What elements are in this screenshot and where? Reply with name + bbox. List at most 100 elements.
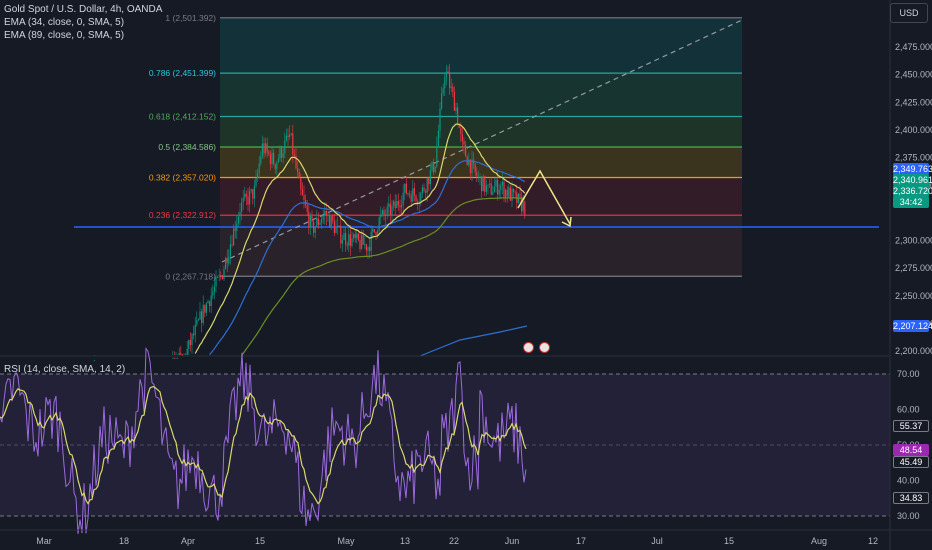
candle-body (402, 192, 404, 206)
price-candles (93, 63, 526, 362)
candle-body (242, 198, 244, 203)
fib-zone (220, 215, 742, 277)
candle-body (431, 161, 433, 171)
flag-event-icon[interactable] (539, 342, 550, 353)
candle-body (274, 164, 276, 169)
fib-level-label: 0.5 (2,384.586) (158, 142, 216, 152)
candle-body (321, 219, 323, 223)
candle-body (324, 210, 326, 216)
rsi-tick-label: 30.00 (897, 511, 920, 521)
candle-body (396, 200, 398, 209)
candle-body (316, 218, 318, 227)
candle-body (333, 221, 335, 234)
rsi-ma-line (0, 385, 527, 505)
fib-level-label: 0.618 (2,412.152) (149, 112, 216, 122)
fib-level-label: 0.786 (2,451.399) (149, 68, 216, 78)
candle-body (234, 228, 236, 231)
candle-body (322, 215, 324, 220)
candle-body (249, 191, 251, 205)
projection-path[interactable] (517, 169, 571, 225)
candle-body (226, 257, 228, 264)
candle-body (173, 357, 175, 359)
candle-body (236, 223, 238, 231)
candle-body (383, 210, 385, 215)
candle-body (220, 275, 222, 276)
time-tick-label: 18 (119, 536, 129, 546)
candle-body (341, 240, 343, 244)
ema-89-legend[interactable]: EMA (89, close, 0, SMA, 5) (4, 30, 125, 41)
candle-body (405, 183, 407, 194)
candle-body (353, 234, 355, 239)
candle-body (306, 205, 308, 212)
candle-body (252, 189, 254, 199)
candle-body (513, 188, 515, 192)
rsi-value-tag: 55.37 (893, 420, 929, 432)
candle-body (393, 201, 395, 206)
fibonacci-retracement[interactable]: 1 (2,501.392) 0.786 (2,451.399) 0.618 (2,4… (149, 13, 742, 281)
candle-body (257, 173, 259, 178)
candle-body (375, 231, 377, 235)
candle-body (217, 276, 219, 278)
rsi-legend[interactable]: RSI (14, close, SMA, 14, 2) (4, 364, 126, 375)
time-tick-label: 12 (868, 536, 878, 546)
candle-body (412, 188, 414, 202)
time-tick-label: 15 (724, 536, 734, 546)
candle-body (245, 193, 247, 197)
time-axis[interactable]: Mar 18 Apr 15 May 13 22 Jun 17 Jul 15 Aug 12 (36, 536, 878, 546)
candle-body (266, 143, 268, 152)
candle-body (469, 159, 471, 174)
candle-body (457, 107, 459, 125)
candle-body (386, 206, 388, 216)
price-tick-label: 2,250.000 (895, 291, 932, 301)
candle-body (225, 257, 227, 269)
candle-body (468, 159, 470, 165)
rsi-tick-label: 60.00 (897, 405, 920, 415)
candle-body (522, 201, 524, 212)
fib-zone (220, 116, 742, 147)
candle-body (410, 194, 412, 202)
candle-body (287, 135, 289, 137)
candle-body (343, 233, 345, 241)
ema-34-legend[interactable]: EMA (34, close, 0, SMA, 5) (4, 17, 125, 28)
candle-body (292, 133, 294, 155)
candle-body (319, 222, 321, 225)
candle-body (476, 172, 478, 177)
candle-body (471, 159, 473, 174)
fib-zone (220, 17, 742, 74)
candle-body (524, 201, 526, 215)
currency-button[interactable]: USD (890, 3, 928, 23)
candle-body (180, 352, 182, 355)
candle-body (417, 201, 419, 204)
candle-body (436, 146, 438, 167)
candle-body (506, 189, 508, 197)
candle-body (482, 176, 484, 192)
fib-level-label: 0 (2,267.718) (165, 271, 216, 281)
price-tick-label: 2,425.000 (895, 97, 932, 107)
candle-body (308, 211, 310, 228)
candle-body (354, 234, 356, 239)
candle-body (297, 168, 299, 172)
time-tick-label: Aug (811, 536, 827, 546)
candle-body (285, 135, 287, 141)
candle-body (444, 77, 446, 89)
price-tag: 34:42 (893, 196, 929, 208)
time-tick-label: Jul (651, 536, 663, 546)
candle-body (207, 301, 209, 304)
candle-body (458, 124, 460, 128)
candle-body (452, 86, 454, 92)
flag-event-icon[interactable] (523, 342, 534, 353)
candle-body (369, 247, 371, 251)
fib-level-label: 0.382 (2,357.020) (149, 172, 216, 182)
candle-body (263, 143, 265, 154)
candle-body (250, 189, 252, 192)
candle-body (460, 127, 462, 135)
time-tick-label: 13 (400, 536, 410, 546)
candle-body (258, 163, 260, 174)
candle-body (317, 218, 319, 225)
candle-body (273, 152, 275, 165)
price-tag: 2,340.961 (893, 174, 932, 186)
candle-body (481, 176, 483, 192)
candle-body (367, 247, 369, 251)
candle-body (359, 239, 361, 249)
